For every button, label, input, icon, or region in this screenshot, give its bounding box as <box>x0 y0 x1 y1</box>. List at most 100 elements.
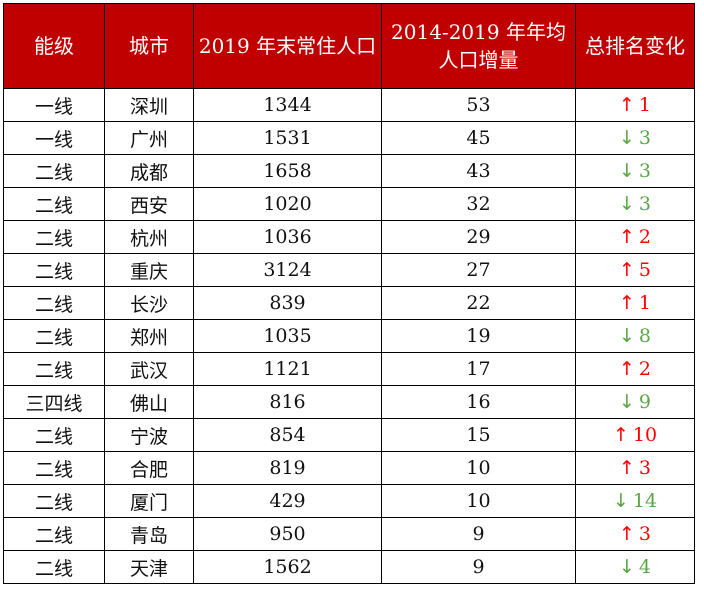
tier-cell: 二线 <box>3 319 105 353</box>
population-cell: 1020 <box>193 187 382 221</box>
rank-change-value: 3 <box>638 127 651 149</box>
tier-cell: 二线 <box>3 187 105 221</box>
table-row: 二线 青岛 950 9 ↑ 3 <box>3 517 695 551</box>
header-tier: 能级 <box>3 3 105 89</box>
table-body: 一线 深圳 1344 53 ↑ 1 一线 广州 1531 45 ↓ 3 二线 成都 1658 43 ↓ 3 二线 西安… <box>3 88 695 584</box>
rank-change-value: 2 <box>638 226 651 248</box>
rank-change: ↑ 3 <box>619 523 651 545</box>
rank-change-cell: ↑ 2 <box>575 220 695 254</box>
tier-cell: 二线 <box>3 451 105 485</box>
tier-cell: 二线 <box>3 352 105 386</box>
increase-cell: 19 <box>381 319 576 353</box>
rank-change: ↑ 2 <box>619 358 651 380</box>
rank-change-cell: ↑ 5 <box>575 253 695 287</box>
increase-cell: 32 <box>381 187 576 221</box>
rank-change-value: 1 <box>638 292 651 314</box>
arrow-up-icon: ↑ <box>618 259 635 281</box>
tier-cell: 二线 <box>3 286 105 320</box>
rank-change: ↓ 4 <box>619 556 651 578</box>
tier-cell: 一线 <box>3 88 105 122</box>
rank-change: ↑ 3 <box>619 457 651 479</box>
population-cell: 854 <box>193 418 382 452</box>
population-cell: 429 <box>193 484 382 518</box>
tier-cell: 二线 <box>3 418 105 452</box>
table-row: 一线 深圳 1344 53 ↑ 1 <box>3 88 695 122</box>
city-cell: 重庆 <box>104 253 194 287</box>
table-row: 二线 武汉 1121 17 ↑ 2 <box>3 352 695 386</box>
population-cell: 1562 <box>193 550 382 584</box>
rank-change-value: 2 <box>638 358 651 380</box>
rank-change-cell: ↑ 10 <box>575 418 695 452</box>
table-row: 二线 杭州 1036 29 ↑ 2 <box>3 220 695 254</box>
rank-change-cell: ↑ 1 <box>575 88 695 122</box>
rank-change-cell: ↓ 3 <box>575 154 695 188</box>
arrow-down-icon: ↓ <box>618 160 635 182</box>
rank-change-value: 14 <box>632 490 658 512</box>
rank-change: ↓ 9 <box>619 391 651 413</box>
city-population-table: 能级 城市 2019 年末常住人口 2014-2019 年年均人口增量 总排名变… <box>3 3 695 584</box>
table-row: 一线 广州 1531 45 ↓ 3 <box>3 121 695 155</box>
rank-change-value: 3 <box>638 457 651 479</box>
city-cell: 深圳 <box>104 88 194 122</box>
header-rank-change: 总排名变化 <box>575 3 695 89</box>
increase-cell: 43 <box>381 154 576 188</box>
increase-cell: 9 <box>381 550 576 584</box>
arrow-up-icon: ↑ <box>618 292 635 314</box>
population-cell: 1531 <box>193 121 382 155</box>
city-cell: 武汉 <box>104 352 194 386</box>
rank-change: ↑ 5 <box>619 259 651 281</box>
increase-cell: 15 <box>381 418 576 452</box>
city-cell: 杭州 <box>104 220 194 254</box>
city-cell: 成都 <box>104 154 194 188</box>
arrow-down-icon: ↓ <box>618 127 635 149</box>
increase-cell: 17 <box>381 352 576 386</box>
rank-change-value: 9 <box>638 391 651 413</box>
rank-change-cell: ↑ 3 <box>575 451 695 485</box>
rank-change: ↑ 1 <box>619 292 651 314</box>
city-cell: 长沙 <box>104 286 194 320</box>
header-row: 能级 城市 2019 年末常住人口 2014-2019 年年均人口增量 总排名变… <box>3 3 695 89</box>
rank-change-value: 3 <box>638 193 651 215</box>
rank-change-cell: ↓ 9 <box>575 385 695 419</box>
population-cell: 839 <box>193 286 382 320</box>
rank-change-value: 5 <box>638 259 651 281</box>
rank-change-value: 8 <box>638 325 651 347</box>
rank-change: ↓ 3 <box>619 160 651 182</box>
rank-change-cell: ↑ 3 <box>575 517 695 551</box>
table-row: 二线 郑州 1035 19 ↓ 8 <box>3 319 695 353</box>
tier-cell: 二线 <box>3 220 105 254</box>
population-cell: 1658 <box>193 154 382 188</box>
population-cell: 816 <box>193 385 382 419</box>
city-cell: 厦门 <box>104 484 194 518</box>
city-cell: 西安 <box>104 187 194 221</box>
arrow-up-icon: ↑ <box>618 358 635 380</box>
arrow-down-icon: ↓ <box>618 556 635 578</box>
population-cell: 3124 <box>193 253 382 287</box>
table-row: 二线 天津 1562 9 ↓ 4 <box>3 550 695 584</box>
city-cell: 青岛 <box>104 517 194 551</box>
increase-cell: 9 <box>381 517 576 551</box>
population-cell: 1344 <box>193 88 382 122</box>
header-population: 2019 年末常住人口 <box>193 3 382 89</box>
rank-change-cell: ↓ 3 <box>575 121 695 155</box>
arrow-up-icon: ↑ <box>618 523 635 545</box>
population-cell: 819 <box>193 451 382 485</box>
rank-change: ↑ 1 <box>619 94 651 116</box>
arrow-up-icon: ↑ <box>618 226 635 248</box>
rank-change-cell: ↓ 4 <box>575 550 695 584</box>
table-row: 二线 合肥 819 10 ↑ 3 <box>3 451 695 485</box>
population-cell: 1035 <box>193 319 382 353</box>
arrow-up-icon: ↑ <box>612 424 629 446</box>
arrow-down-icon: ↓ <box>618 325 635 347</box>
header-city: 城市 <box>104 3 194 89</box>
table-row: 二线 宁波 854 15 ↑ 10 <box>3 418 695 452</box>
rank-change-cell: ↑ 2 <box>575 352 695 386</box>
rank-change: ↑ 2 <box>619 226 651 248</box>
tier-cell: 二线 <box>3 253 105 287</box>
rank-change: ↓ 14 <box>613 490 657 512</box>
table-row: 二线 成都 1658 43 ↓ 3 <box>3 154 695 188</box>
tier-cell: 二线 <box>3 550 105 584</box>
tier-cell: 一线 <box>3 121 105 155</box>
table-row: 三四线 佛山 816 16 ↓ 9 <box>3 385 695 419</box>
rank-change-cell: ↓ 8 <box>575 319 695 353</box>
